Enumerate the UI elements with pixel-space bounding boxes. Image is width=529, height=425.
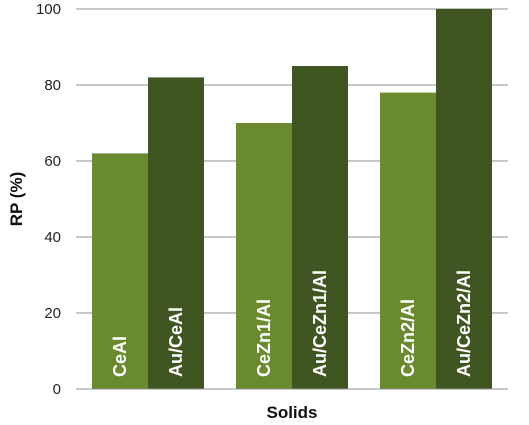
y-tick-label: 20	[44, 305, 61, 322]
y-axis-title: RP (%)	[7, 172, 26, 226]
x-axis-title: Solids	[266, 403, 317, 422]
y-axis-ticks: 0 20 40 60 80 100	[36, 1, 61, 398]
bar-label: Au/CeZn2/Al	[454, 270, 474, 377]
bar	[380, 92, 436, 389]
y-tick-label: 0	[53, 381, 61, 398]
bar-label: CeAl	[110, 336, 130, 377]
y-tick-label: 40	[44, 229, 61, 246]
bar-label: Au/CeZn1/Al	[310, 270, 330, 377]
bar	[436, 9, 492, 389]
bar	[148, 77, 204, 390]
y-tick-label: 100	[36, 1, 61, 18]
bar	[92, 153, 148, 389]
bar-label: Au/CeAl	[166, 307, 186, 377]
y-tick-label: 80	[44, 77, 61, 94]
bar-label: CeZn1/Al	[254, 299, 274, 377]
chart-bars: CeAl Au/CeAl CeZn1/Al Au/CeZn1/Al CeZn2/Al Au…	[92, 9, 492, 390]
y-tick-label: 60	[44, 153, 61, 170]
bar-label: CeZn2/Al	[398, 299, 418, 377]
bar	[292, 66, 348, 389]
bar	[236, 123, 292, 389]
